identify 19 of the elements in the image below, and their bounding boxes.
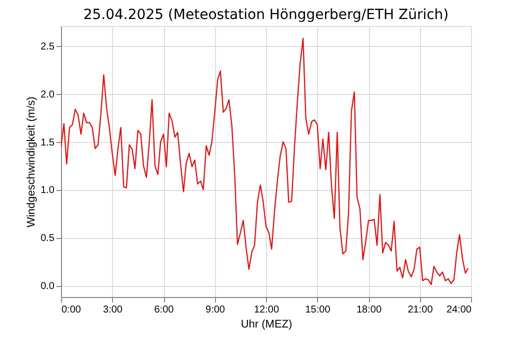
y-tick-label: 0.0 — [40, 281, 55, 292]
x-tick-label: 3:00 — [103, 304, 123, 316]
x-axis-title: Uhr (MEZ) — [240, 318, 292, 330]
x-tick-label: 9:00 — [206, 304, 226, 316]
x-tick-label: 24:00 — [446, 304, 472, 316]
y-tick-label: 1.0 — [40, 185, 55, 196]
y-axis-title: Windgeschwindigkeit (m/s) — [26, 96, 38, 228]
x-tick-label: 12:00 — [254, 304, 280, 316]
x-tick-label: 15:00 — [305, 304, 331, 316]
chart-title: 25.04.2025 (Meteostation Hönggerberg/ETH Zürich) — [83, 7, 449, 23]
y-tick-label: 0.5 — [40, 233, 55, 244]
y-tick-label: 1.5 — [40, 137, 55, 148]
x-tick-label: 6:00 — [154, 304, 174, 316]
x-tick-label: 21:00 — [408, 304, 434, 316]
y-tick-label: 2.5 — [40, 42, 55, 53]
y-tick-label: 2.0 — [40, 89, 55, 100]
x-tick-label: 18:00 — [356, 304, 382, 316]
line-series — [61, 38, 469, 286]
x-tick-label: 0:00 — [62, 304, 82, 316]
